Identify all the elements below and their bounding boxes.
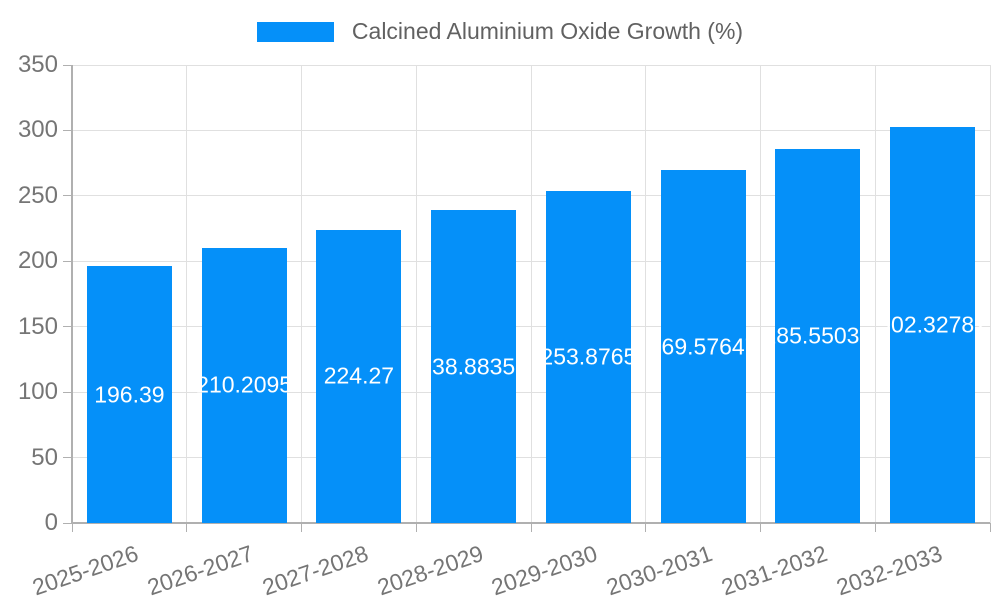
y-axis-tick (63, 260, 72, 262)
x-axis-tick (415, 523, 417, 532)
x-axis-tick (71, 523, 73, 532)
y-tick-label: 200 (17, 247, 58, 275)
gridline-vertical (530, 65, 532, 523)
x-tick-label: 2029-2030 (488, 540, 601, 601)
x-axis-line (72, 522, 990, 524)
y-axis-tick (63, 64, 72, 66)
bar (890, 127, 976, 523)
bar (316, 229, 402, 523)
bar (431, 210, 517, 523)
x-tick-label: 2027-2028 (258, 540, 372, 601)
y-tick-label: 150 (17, 312, 58, 340)
bar-value-label: 238.88352 (419, 353, 528, 380)
bar-value-label: 196.39 (94, 381, 165, 407)
y-axis-tick (63, 195, 72, 197)
x-axis-tick (989, 523, 991, 532)
x-tick-label: 2032-2033 (832, 540, 946, 601)
bar-value-label: 253.8765 (540, 343, 637, 370)
bar-value-label: 210.2095 (196, 371, 293, 398)
y-tick-label: 0 (44, 509, 58, 536)
y-tick-label: 350 (17, 51, 58, 78)
x-axis-tick (874, 523, 876, 532)
bar (86, 266, 172, 523)
bar-value-label: 285.55039 (763, 322, 873, 349)
legend-swatch (256, 21, 334, 42)
y-tick-label: 50 (31, 443, 58, 471)
y-axis-tick (63, 457, 72, 459)
y-axis-tick (63, 326, 72, 328)
x-tick-label: 2026-2027 (144, 540, 257, 601)
x-axis-tick (645, 523, 647, 532)
gridline-vertical (645, 65, 647, 523)
x-tick-label: 2028-2029 (373, 540, 487, 601)
bar (201, 247, 287, 523)
x-axis-tick (301, 523, 302, 532)
bar-value-label: 269.57647 (648, 333, 758, 360)
y-tick-label: 100 (17, 378, 58, 406)
x-axis-tick (760, 523, 761, 532)
y-tick-label: 300 (17, 116, 58, 144)
x-axis-tick (186, 523, 188, 532)
y-axis-line (71, 65, 73, 523)
bar-value-label: 224.27 (323, 362, 395, 389)
legend-label: Calcined Aluminium Oxide Growth (%) (351, 18, 744, 44)
gridline-vertical (301, 65, 302, 523)
gridline-vertical (186, 65, 188, 523)
y-axis-tick (63, 522, 72, 524)
bar (545, 190, 631, 523)
gridline-vertical (760, 65, 761, 523)
bar-value-label: 302.32782 (878, 311, 987, 338)
x-axis-tick (530, 523, 532, 532)
gridline-vertical (415, 65, 417, 523)
x-tick-label: 2025-2026 (29, 540, 142, 601)
y-axis-tick (63, 391, 72, 393)
gridline-vertical (874, 65, 876, 523)
bar (660, 170, 746, 523)
gridline-vertical (989, 65, 991, 523)
legend: Calcined Aluminium Oxide Growth (%) (0, 18, 1000, 45)
y-axis-tick (63, 129, 72, 131)
bar (775, 149, 861, 523)
x-tick-label: 2031-2032 (717, 540, 831, 601)
y-tick-label: 250 (17, 181, 58, 209)
x-tick-label: 2030-2031 (603, 540, 716, 601)
